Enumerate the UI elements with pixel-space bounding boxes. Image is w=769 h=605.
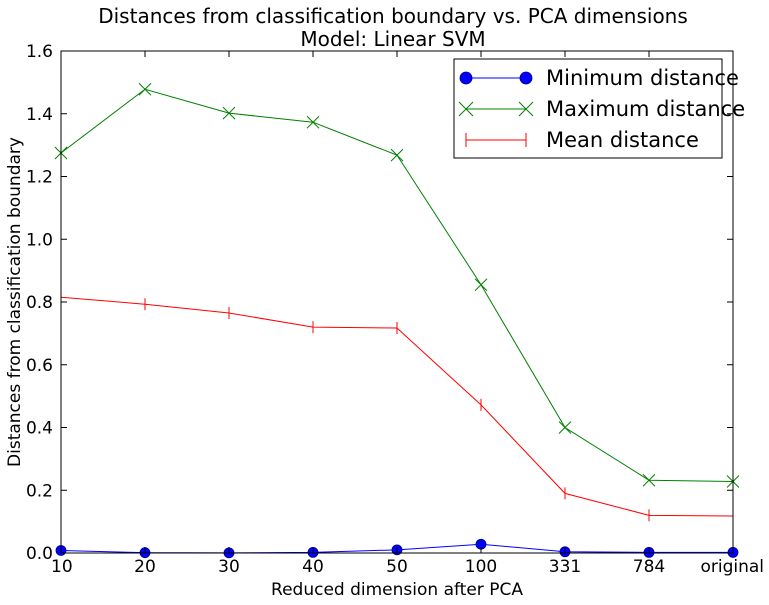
series-2 <box>60 291 734 522</box>
legend-marker-start-1 <box>458 101 474 117</box>
chart-subtitle: Model: Linear SVM <box>300 27 485 51</box>
y-tick-label-5: 1.0 <box>26 230 53 250</box>
x-tick-label-3: 40 <box>302 557 324 577</box>
legend: Minimum distance Maximum distance Mean dis… <box>453 58 745 159</box>
legend-label-1: Maximum distance <box>546 97 745 121</box>
y-tick-label-2: 0.4 <box>26 419 53 439</box>
x-tick-label-2: 30 <box>218 557 240 577</box>
ticks-layer: 0.0 0.2 0.4 0.6 0.8 1.0 1.2 1.4 1.6 10 20 30 40 50 100… <box>26 42 764 577</box>
data-point-1-7 <box>642 473 656 487</box>
x-tick-label-5: 100 <box>465 557 497 577</box>
x-tick-label-4: 50 <box>386 557 408 577</box>
x-axis-label: Reduced dimension after PCA <box>271 580 523 600</box>
y-tick-label-8: 1.6 <box>26 42 53 62</box>
legend-item-2: Mean distance <box>465 128 699 152</box>
legend-item-1: Maximum distance <box>458 97 745 121</box>
y-tick-label-0: 0.0 <box>26 544 53 564</box>
data-point-1-4 <box>390 148 404 162</box>
x-tick-label-1: 20 <box>134 557 156 577</box>
x-tick-label-0: 10 <box>51 557 73 577</box>
data-point-1-5 <box>474 278 488 292</box>
data-point-1-3 <box>306 115 320 129</box>
data-point-1-2 <box>222 106 236 120</box>
data-point-1-1 <box>138 82 152 96</box>
legend-label-2: Mean distance <box>546 128 699 152</box>
y-tick-label-6: 1.2 <box>26 168 53 188</box>
data-point-1-6 <box>558 421 572 434</box>
y-tick-label-3: 0.6 <box>26 356 53 376</box>
y-tick-label-4: 0.8 <box>26 293 53 313</box>
legend-marker-end-1 <box>518 101 534 117</box>
legend-label-0: Minimum distance <box>546 66 739 90</box>
x-tick-label-8: original <box>700 557 764 577</box>
y-tick-label-1: 0.2 <box>26 481 53 501</box>
legend-item-0: Minimum distance <box>459 66 739 90</box>
y-tick-label-7: 1.4 <box>26 105 53 125</box>
x-tick-label-7: 784 <box>633 557 665 577</box>
x-tick-label-6: 331 <box>549 557 581 577</box>
y-axis-label: Distances from classification boundary <box>5 137 25 467</box>
legend-marker-start-0 <box>459 71 473 85</box>
legend-marker-end-0 <box>519 71 533 85</box>
chart-title: Distances from classification boundary v… <box>98 4 688 28</box>
